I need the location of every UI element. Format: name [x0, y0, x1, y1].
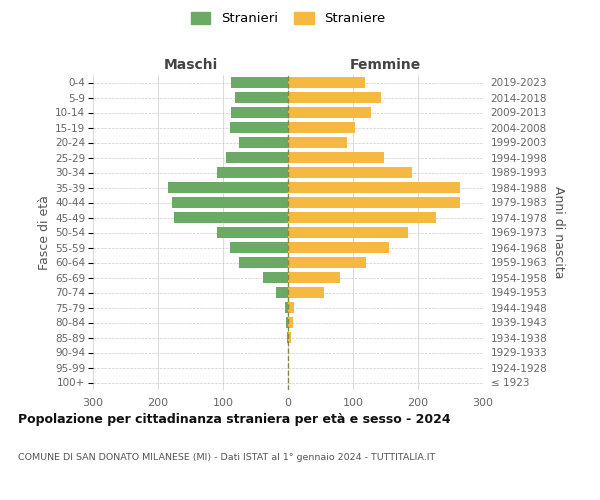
Bar: [277, 287, 288, 298]
Bar: [217, 227, 288, 238]
Bar: [226, 152, 288, 163]
Bar: [288, 242, 389, 253]
Bar: [286, 317, 288, 328]
Bar: [217, 167, 288, 178]
Legend: Stranieri, Straniere: Stranieri, Straniere: [188, 9, 388, 28]
Bar: [288, 332, 291, 343]
Bar: [231, 107, 288, 118]
Bar: [235, 92, 288, 103]
Bar: [288, 257, 366, 268]
Bar: [288, 227, 408, 238]
Bar: [288, 287, 324, 298]
Text: Popolazione per cittadinanza straniera per età e sesso - 2024: Popolazione per cittadinanza straniera p…: [18, 412, 451, 426]
Bar: [231, 77, 288, 88]
Bar: [288, 272, 340, 283]
Bar: [288, 212, 436, 223]
Bar: [168, 182, 288, 193]
Bar: [288, 317, 293, 328]
Text: COMUNE DI SAN DONATO MILANESE (MI) - Dati ISTAT al 1° gennaio 2024 - TUTTITALIA.: COMUNE DI SAN DONATO MILANESE (MI) - Dat…: [18, 452, 435, 462]
Bar: [288, 92, 381, 103]
Bar: [288, 122, 355, 133]
Bar: [288, 152, 384, 163]
Bar: [286, 302, 288, 313]
Bar: [174, 212, 288, 223]
Bar: [288, 182, 460, 193]
Bar: [172, 197, 288, 208]
Bar: [263, 272, 288, 283]
Text: Maschi: Maschi: [163, 58, 218, 72]
Bar: [288, 197, 460, 208]
Bar: [239, 257, 288, 268]
Bar: [287, 332, 288, 343]
Bar: [288, 137, 347, 148]
Y-axis label: Anni di nascita: Anni di nascita: [551, 186, 565, 279]
Bar: [230, 122, 288, 133]
Bar: [288, 107, 371, 118]
Bar: [288, 167, 412, 178]
Y-axis label: Fasce di età: Fasce di età: [38, 195, 51, 270]
Bar: [230, 242, 288, 253]
Bar: [239, 137, 288, 148]
Bar: [288, 302, 294, 313]
Text: Femmine: Femmine: [350, 58, 421, 72]
Bar: [288, 77, 365, 88]
